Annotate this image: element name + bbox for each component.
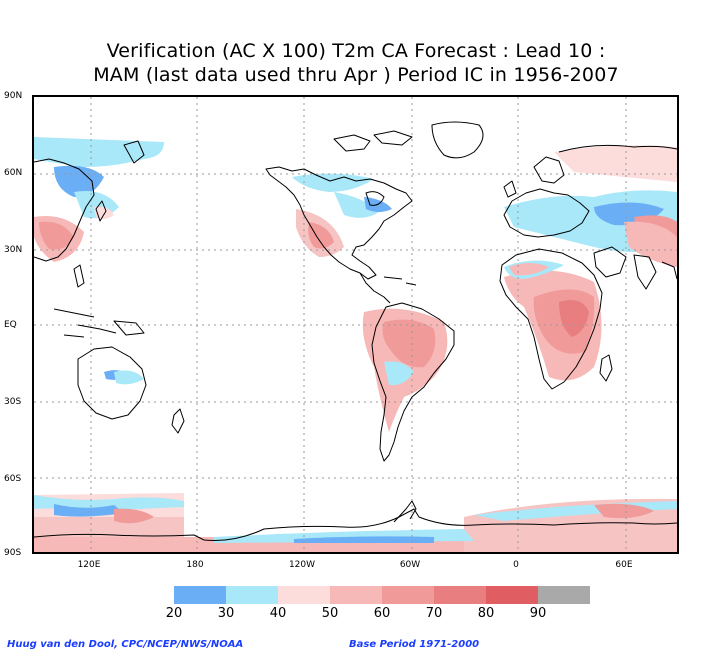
colorbar-label-90: 90 bbox=[529, 606, 547, 621]
title-line-1: Verification (AC X 100) T2m CA Forecast … bbox=[106, 40, 606, 62]
shade-asia-pink-small bbox=[94, 206, 114, 220]
colorbar-label-60: 60 bbox=[373, 606, 391, 621]
shade-sahel-pink bbox=[509, 263, 549, 276]
map-panel bbox=[32, 95, 679, 554]
colorbar-label-40: 40 bbox=[269, 606, 287, 621]
coast-arabia bbox=[593, 246, 627, 278]
shade-canada-blue bbox=[334, 192, 379, 218]
shade-australia-blue bbox=[114, 370, 144, 385]
colorbar-box-90-plus bbox=[538, 586, 590, 604]
colorbar bbox=[174, 586, 590, 604]
shade-africa-deep bbox=[559, 299, 589, 337]
footer-credit: Huug van den Dool, CPC/NCEP/NWS/NOAA bbox=[7, 639, 244, 650]
shade-antarctic-red bbox=[114, 508, 154, 524]
coast-russia-north bbox=[558, 144, 677, 153]
lat-label-60s: 60S bbox=[4, 474, 22, 484]
lon-label-120e: 120E bbox=[77, 560, 101, 570]
coast-europe bbox=[503, 188, 590, 238]
colorbar-box-70-80 bbox=[434, 586, 486, 604]
colorbar-label-30: 30 bbox=[217, 606, 235, 621]
colorbar-label-50: 50 bbox=[321, 606, 339, 621]
shade-russia-pink bbox=[554, 145, 677, 182]
lat-label-60n: 60N bbox=[4, 168, 23, 178]
shade-asia-blue bbox=[34, 137, 164, 167]
colorbar-box-20-30 bbox=[174, 586, 226, 604]
lon-label-0: 0 bbox=[513, 560, 519, 570]
shade-asia-darkblue bbox=[54, 165, 104, 197]
coast-hudson-bay bbox=[365, 191, 385, 206]
coast-australia bbox=[77, 346, 147, 420]
coast-seasia bbox=[661, 261, 677, 280]
lon-label-60w: 60W bbox=[399, 560, 421, 570]
coast-india bbox=[633, 254, 657, 290]
coast-antarctica bbox=[34, 508, 677, 541]
colorbar-label-20: 20 bbox=[165, 606, 183, 621]
shade-samerica-red bbox=[382, 319, 436, 368]
lat-label-eq: EQ bbox=[4, 320, 17, 330]
colorbar-box-40-50 bbox=[278, 586, 330, 604]
colorbar-label-80: 80 bbox=[477, 606, 495, 621]
shade-antarctic-mid-darkblue bbox=[294, 536, 434, 543]
coast-caribbean bbox=[383, 276, 417, 286]
coast-indonesia bbox=[53, 308, 117, 338]
coast-canada-islands bbox=[333, 130, 413, 152]
coast-scandinavia bbox=[533, 156, 565, 184]
colorbar-box-80-90 bbox=[486, 586, 538, 604]
coast-new-guinea bbox=[113, 320, 145, 336]
lat-label-90s: 90S bbox=[4, 548, 22, 558]
coast-kamchatka bbox=[123, 140, 145, 164]
shading-layer bbox=[34, 137, 677, 552]
coast-japan bbox=[95, 200, 107, 222]
coast-east-asia bbox=[34, 158, 95, 262]
world-map bbox=[34, 97, 677, 552]
colorbar-box-50-60 bbox=[330, 586, 382, 604]
colorbar-box-60-70 bbox=[382, 586, 434, 604]
colorbar-label-70: 70 bbox=[425, 606, 443, 621]
coast-madagascar bbox=[599, 354, 613, 382]
shade-namerica-red bbox=[308, 222, 334, 249]
coast-africa bbox=[499, 248, 603, 390]
footer-base-period: Base Period 1971-2000 bbox=[349, 639, 480, 650]
coast-south-america bbox=[371, 302, 455, 462]
lon-label-60e: 60E bbox=[615, 560, 633, 570]
coast-uk bbox=[503, 180, 517, 198]
coast-north-america bbox=[265, 166, 413, 280]
grid-layer bbox=[34, 97, 677, 552]
shade-antarctic-darkblue bbox=[54, 504, 124, 517]
shade-asia-red bbox=[39, 221, 74, 250]
lon-label-120w: 120W bbox=[288, 560, 316, 570]
lat-label-30s: 30S bbox=[4, 397, 22, 407]
coast-philippines bbox=[73, 264, 85, 288]
coast-antarctic-peninsula bbox=[393, 500, 417, 523]
title-line-2: MAM (last data used thru Apr ) Period IC… bbox=[93, 64, 619, 86]
coastline-layer bbox=[34, 121, 677, 541]
shade-namerica-blue bbox=[292, 173, 374, 192]
coast-greenland bbox=[431, 121, 484, 159]
coast-central-america bbox=[359, 272, 391, 304]
shade-mideast-pink bbox=[624, 221, 677, 267]
lat-label-90n: 90N bbox=[4, 91, 23, 101]
shade-samerica-lightblue bbox=[384, 361, 414, 386]
lon-label-180: 180 bbox=[186, 560, 204, 570]
shade-antarctic-east-red bbox=[594, 503, 654, 519]
lat-label-30n: 30N bbox=[4, 245, 23, 255]
colorbar-box-30-40 bbox=[226, 586, 278, 604]
coast-new-zealand bbox=[171, 408, 185, 434]
